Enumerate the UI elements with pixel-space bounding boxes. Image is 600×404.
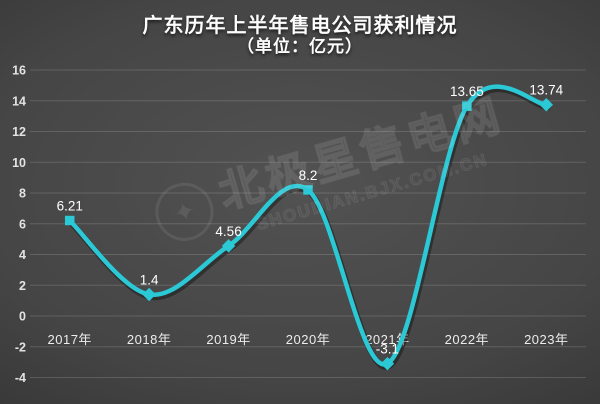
data-point-marker — [462, 101, 472, 111]
x-axis-tick-label: 2018年 — [127, 332, 171, 347]
data-point-label: 4.56 — [215, 224, 241, 239]
y-axis-tick-label: 4 — [19, 248, 26, 262]
y-axis-tick-label: 10 — [12, 156, 26, 170]
y-axis-tick-label: 8 — [19, 187, 26, 201]
data-point-label: 6.21 — [57, 199, 83, 214]
y-axis-tick-label: 12 — [12, 125, 26, 139]
x-axis-tick-label: 2022年 — [445, 332, 489, 347]
y-axis-tick-label: 6 — [19, 217, 26, 231]
y-axis-tick-label: 14 — [12, 94, 26, 108]
y-axis-tick-label: 2 — [19, 279, 26, 293]
x-axis-tick-label: 2020年 — [286, 332, 330, 347]
x-axis-tick-label: 2023年 — [524, 332, 568, 347]
data-point-label: 13.65 — [450, 84, 484, 99]
y-axis-tick-label: 16 — [12, 64, 26, 78]
y-axis-tick-label: -2 — [15, 340, 26, 354]
x-axis-tick-label: 2017年 — [48, 332, 92, 347]
y-axis-tick-label: 0 — [19, 310, 26, 324]
chart-subtitle: （单位：亿元） — [237, 37, 363, 56]
data-point-marker — [303, 185, 313, 195]
y-axis-tick-label: -4 — [15, 371, 26, 385]
data-point-marker — [539, 98, 554, 112]
series-line — [67, 84, 549, 367]
series-line-shadow — [68, 86, 551, 370]
data-point-label: -3.1 — [376, 342, 399, 357]
data-point-marker — [64, 215, 75, 226]
data-point-label: 13.74 — [529, 83, 563, 98]
data-point-label: 8.2 — [299, 168, 318, 183]
x-axis-tick-label: 2019年 — [206, 332, 250, 347]
data-point-label: 1.4 — [140, 272, 159, 287]
chart-title: 广东历年上半年售电公司获利情况 — [142, 15, 458, 37]
